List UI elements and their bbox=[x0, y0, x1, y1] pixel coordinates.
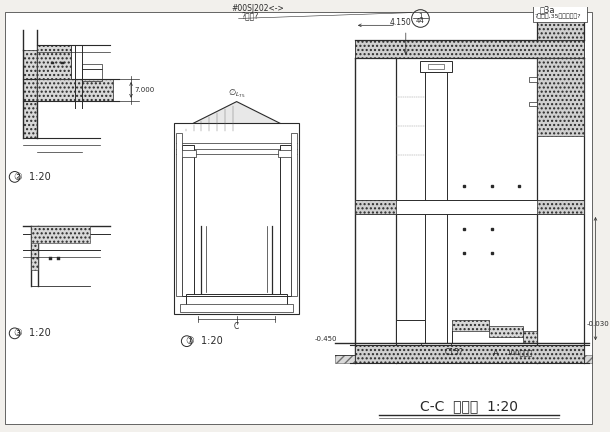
Bar bbox=[51, 61, 54, 64]
Bar bbox=[529, 77, 537, 82]
Text: -0.450: -0.450 bbox=[315, 336, 337, 342]
Bar bbox=[176, 133, 182, 296]
Text: ②  1:20: ② 1:20 bbox=[13, 172, 51, 182]
Text: ?保温层,35优平层取消?: ?保温层,35优平层取消? bbox=[535, 14, 581, 19]
Text: C15?: C15? bbox=[445, 348, 464, 357]
Bar bbox=[529, 102, 537, 106]
Bar bbox=[336, 355, 592, 363]
Bar bbox=[489, 326, 523, 337]
Text: 1: 1 bbox=[418, 13, 423, 19]
Bar bbox=[186, 294, 287, 306]
Bar bbox=[355, 40, 584, 57]
Bar bbox=[355, 345, 584, 363]
Bar bbox=[279, 145, 292, 296]
Bar bbox=[537, 9, 584, 40]
Bar bbox=[292, 133, 297, 296]
Text: 4.150: 4.150 bbox=[390, 18, 412, 27]
Bar bbox=[82, 69, 102, 81]
Text: 7.000: 7.000 bbox=[134, 87, 154, 93]
Bar bbox=[180, 149, 196, 157]
Bar bbox=[425, 72, 447, 343]
Bar bbox=[174, 123, 300, 314]
Bar bbox=[452, 320, 489, 331]
Bar bbox=[422, 343, 451, 351]
Bar bbox=[23, 50, 37, 138]
Text: 图3a: 图3a bbox=[540, 6, 555, 15]
Bar bbox=[533, 3, 587, 22]
Text: C: C bbox=[234, 322, 239, 331]
Bar bbox=[537, 200, 584, 214]
Bar bbox=[49, 257, 52, 260]
Text: C-C  剖面图  1:20: C-C 剖面图 1:20 bbox=[420, 400, 518, 413]
Bar bbox=[57, 257, 60, 260]
Text: -0.030: -0.030 bbox=[587, 321, 609, 327]
Text: ①  1:20: ① 1:20 bbox=[186, 336, 223, 346]
Bar bbox=[537, 57, 584, 136]
Bar bbox=[31, 226, 38, 270]
Bar bbox=[180, 304, 293, 312]
Text: 44: 44 bbox=[416, 19, 425, 25]
Bar bbox=[82, 64, 102, 69]
Bar bbox=[37, 45, 71, 79]
Text: #00SJ202<->: #00SJ202<-> bbox=[232, 3, 284, 13]
Bar bbox=[182, 145, 193, 296]
Bar bbox=[355, 200, 584, 214]
Bar bbox=[396, 320, 425, 343]
Bar bbox=[37, 79, 113, 101]
Text: A: A bbox=[493, 349, 498, 359]
Bar bbox=[428, 64, 444, 69]
Bar bbox=[420, 60, 452, 72]
Bar bbox=[278, 149, 293, 157]
Bar bbox=[523, 331, 537, 343]
Text: ?水阀?: ?水阀? bbox=[242, 12, 259, 20]
Polygon shape bbox=[178, 102, 295, 131]
Text: $\varnothing_{L_{75}}$: $\varnothing_{L_{75}}$ bbox=[228, 88, 245, 100]
Bar bbox=[31, 226, 90, 243]
Bar bbox=[37, 45, 71, 79]
Bar bbox=[60, 61, 63, 64]
Text: ③  1:20: ③ 1:20 bbox=[13, 328, 51, 338]
Text: 100素砼垫: 100素砼垫 bbox=[506, 350, 533, 356]
Bar bbox=[355, 200, 396, 214]
